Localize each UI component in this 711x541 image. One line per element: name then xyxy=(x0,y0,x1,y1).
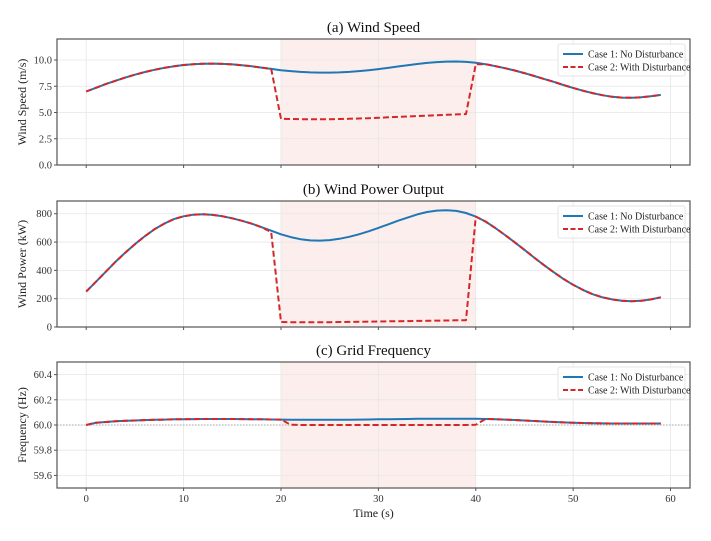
y-tick-label: 400 xyxy=(36,266,52,277)
series-case2-line xyxy=(85,418,661,426)
x-tick-label: 40 xyxy=(471,494,482,505)
y-tick-label: 2.5 xyxy=(39,134,52,145)
y-axis-label: Frequency (Hz) xyxy=(15,387,29,463)
y-tick-label: 600 xyxy=(36,238,52,249)
legend-box xyxy=(557,43,686,77)
y-tick-label: 0.0 xyxy=(39,161,52,172)
x-axis-label: Time (s) xyxy=(353,506,394,520)
axes-frame xyxy=(56,200,691,328)
legend-box xyxy=(557,205,686,239)
y-axis-label: Wind Speed (m/s) xyxy=(15,59,29,146)
x-tick-label: 10 xyxy=(178,494,189,505)
x-tick-label: 0 xyxy=(84,494,89,505)
panel-title: (a) Wind Speed xyxy=(327,20,421,36)
legend-label: Case 2: With Disturbance xyxy=(588,386,691,397)
y-axis-label: Wind Power (kW) xyxy=(15,220,29,308)
x-tick-label: 50 xyxy=(568,494,579,505)
y-tick-label: 0 xyxy=(47,323,52,334)
y-tick-label: 60.0 xyxy=(34,421,52,432)
x-tick-label: 20 xyxy=(276,494,287,505)
y-tick-label: 7.5 xyxy=(39,82,52,93)
legend-label: Case 1: No Disturbance xyxy=(588,50,684,61)
y-tick-label: 10.0 xyxy=(34,56,52,67)
axes-frame xyxy=(56,38,691,166)
y-tick-label: 200 xyxy=(36,294,52,305)
series-case2-line xyxy=(85,62,661,121)
series-case2-line xyxy=(85,213,662,324)
panel-title: (b) Wind Power Output xyxy=(303,182,445,198)
y-tick-label: 5.0 xyxy=(39,108,52,119)
legend-box xyxy=(557,366,686,400)
panel-grid-frequency: (c) Grid Frequency 59.6 59.8 60.0 60.2 60.4 Fr… xyxy=(15,343,691,505)
panel-wind-power: (b) Wind Power Output 0 200 400 600 800 Wind P… xyxy=(15,182,691,334)
x-tick-label: 60 xyxy=(665,494,676,505)
legend-label: Case 1: No Disturbance xyxy=(588,373,684,384)
y-tick-label: 59.8 xyxy=(34,446,52,457)
legend-label: Case 1: No Disturbance xyxy=(588,212,684,223)
y-tick-label: 59.6 xyxy=(34,471,52,482)
y-tick-label: 800 xyxy=(36,209,52,220)
panel-title: (c) Grid Frequency xyxy=(316,343,431,359)
legend-label: Case 2: With Disturbance xyxy=(588,63,691,74)
y-tick-label: 60.4 xyxy=(34,370,53,381)
legend-label: Case 2: With Disturbance xyxy=(588,225,691,236)
x-tick-label: 30 xyxy=(373,494,384,505)
y-tick-label: 60.2 xyxy=(34,395,52,406)
panel-wind-speed: (a) Wind Speed 0.0 2.5 5.0 7.5 10.0 Wind Speed… xyxy=(15,20,691,172)
